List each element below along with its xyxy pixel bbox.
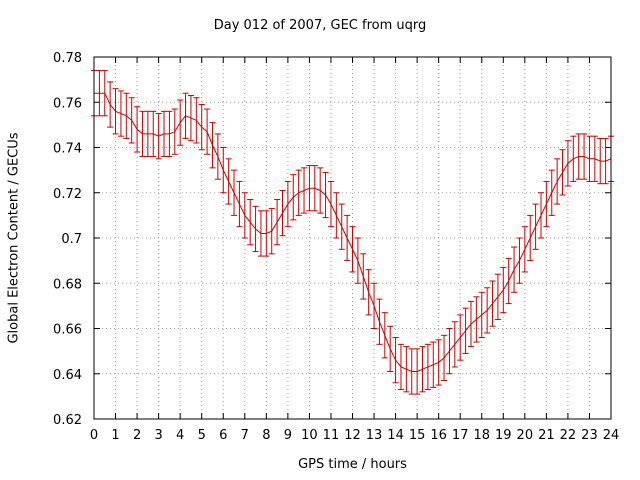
y-tick-label: 0.62 — [53, 413, 82, 428]
x-axis-ticks: 0 1 2 3 4 5 6 7 8 9 10 11 12 13 14 15 16 17 18 19 20 21 22 23 24 — [90, 57, 619, 443]
x-tick-label: 1 — [111, 428, 119, 443]
x-tick-label: 17 — [452, 428, 469, 443]
y-tick-label: 0.74 — [53, 142, 82, 157]
x-tick-label: 5 — [198, 428, 206, 443]
x-tick-label: 14 — [387, 428, 404, 443]
y-tick-label: 0.76 — [53, 96, 82, 111]
x-tick-label: 10 — [301, 428, 318, 443]
chart-title: Day 012 of 2007, GEC from uqrg — [213, 18, 427, 33]
x-tick-label: 12 — [344, 428, 361, 443]
x-tick-label: 8 — [262, 428, 270, 443]
y-tick-label: 0.68 — [53, 277, 82, 292]
x-tick-label: 15 — [409, 428, 426, 443]
x-tick-label: 3 — [154, 428, 162, 443]
y-tick-label: 0.66 — [53, 323, 82, 338]
y-tick-label: 0.78 — [53, 51, 82, 66]
x-tick-label: 24 — [603, 428, 620, 443]
x-tick-label: 7 — [241, 428, 249, 443]
x-tick-label: 19 — [495, 428, 512, 443]
x-tick-label: 21 — [538, 428, 555, 443]
x-tick-label: 0 — [90, 428, 98, 443]
x-tick-label: 6 — [219, 428, 227, 443]
x-tick-label: 22 — [560, 428, 577, 443]
x-tick-label: 13 — [366, 428, 383, 443]
x-axis-label: GPS time / hours — [298, 457, 407, 472]
x-tick-label: 20 — [517, 428, 534, 443]
x-tick-label: 23 — [581, 428, 598, 443]
y-tick-label: 0.72 — [53, 187, 82, 202]
x-tick-label: 9 — [284, 428, 292, 443]
data-line-group — [94, 92, 612, 372]
x-tick-label: 11 — [323, 428, 340, 443]
y-axis-label: Global Electron Content / GECUs — [6, 132, 22, 344]
x-tick-label: 16 — [430, 428, 447, 443]
y-tick-label: 0.7 — [61, 232, 82, 247]
x-tick-label: 4 — [176, 428, 184, 443]
y-tick-label: 0.64 — [53, 368, 82, 383]
series-line — [94, 92, 612, 372]
x-tick-label: 2 — [133, 428, 141, 443]
x-tick-label: 18 — [473, 428, 490, 443]
plot-frame — [93, 56, 612, 420]
